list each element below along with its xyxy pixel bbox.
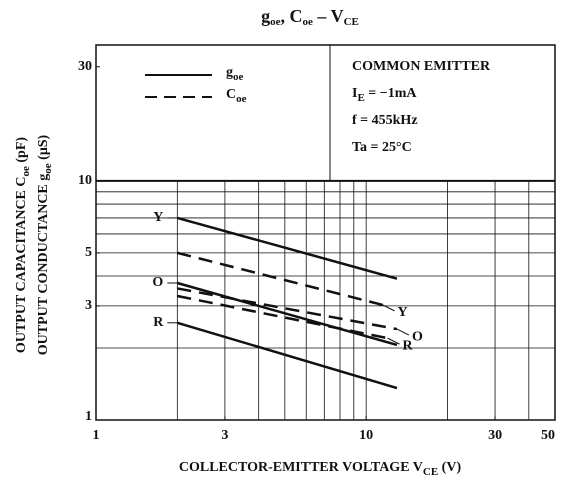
series-label: O bbox=[152, 275, 163, 290]
text-part: oe bbox=[233, 71, 244, 83]
y-axis-label: OUTPUT CONDUCTANCE goe (μS) bbox=[36, 134, 53, 355]
series-line bbox=[176, 321, 398, 390]
text-part: CE bbox=[423, 466, 438, 478]
y-tick-label: 30 bbox=[78, 59, 92, 74]
x-tick-label: 10 bbox=[359, 428, 373, 443]
text-part: OUTPUT CONDUCTANCE g bbox=[36, 174, 51, 356]
x-tick-label: 3 bbox=[221, 428, 228, 443]
text-part: f = 455kHz bbox=[352, 113, 418, 128]
text-part: COMMON EMITTER bbox=[352, 59, 491, 74]
text-part: (μS) bbox=[36, 134, 51, 163]
series-line bbox=[176, 281, 398, 347]
y-tick-label: 1 bbox=[85, 409, 92, 424]
series-label: R bbox=[403, 338, 414, 353]
label-leader bbox=[396, 328, 410, 336]
text-part: oe bbox=[270, 16, 281, 28]
text-part: Ta = 25°C bbox=[352, 140, 412, 155]
x-tick-label: 1 bbox=[93, 428, 100, 443]
text-part: g bbox=[261, 6, 270, 26]
series-label: Y bbox=[153, 210, 163, 225]
text-part: I bbox=[352, 86, 357, 101]
x-tick-label: 30 bbox=[488, 428, 502, 443]
text-part: oe bbox=[236, 93, 247, 105]
text-part: (pF) bbox=[14, 137, 29, 167]
text-part: C bbox=[226, 87, 236, 102]
text-part: , C bbox=[281, 6, 303, 26]
text-part: CE bbox=[344, 16, 359, 28]
series-line bbox=[177, 287, 398, 331]
legend-label: goe bbox=[226, 65, 244, 82]
text-part: oe bbox=[20, 166, 32, 177]
text-part: = −1mA bbox=[365, 86, 418, 101]
y-tick-label: 5 bbox=[85, 245, 92, 260]
y-axis-label: OUTPUT CAPACITANCE Coe (pF) bbox=[14, 137, 31, 353]
series-line bbox=[177, 294, 388, 340]
chart-title: goe, Coe – VCE bbox=[261, 6, 359, 27]
label-leader bbox=[382, 304, 395, 312]
condition-text: f = 455kHz bbox=[352, 113, 418, 128]
x-tick-label: 50 bbox=[541, 428, 555, 443]
text-part: OUTPUT CAPACITANCE C bbox=[14, 176, 29, 353]
condition-text: IE = −1mA bbox=[352, 86, 417, 103]
series-label: O bbox=[412, 329, 423, 344]
text-part: COLLECTOR-EMITTER VOLTAGE V bbox=[179, 460, 423, 475]
text-part: oe bbox=[42, 163, 54, 174]
series-label: R bbox=[153, 315, 164, 330]
series-line bbox=[176, 216, 398, 280]
series-label: Y bbox=[398, 305, 408, 320]
legend-label: Coe bbox=[226, 87, 247, 104]
text-part: – V bbox=[313, 6, 344, 26]
text-part: oe bbox=[303, 16, 314, 28]
x-axis-label: COLLECTOR-EMITTER VOLTAGE VCE (V) bbox=[179, 460, 462, 477]
y-tick-label: 3 bbox=[85, 298, 92, 313]
condition-text: Ta = 25°C bbox=[352, 140, 412, 155]
plot-frame bbox=[95, 44, 556, 421]
text-part: (V) bbox=[438, 460, 461, 475]
series-line bbox=[177, 251, 383, 307]
text-part: E bbox=[357, 92, 364, 104]
label-leader bbox=[387, 337, 400, 345]
condition-text: COMMON EMITTER bbox=[352, 59, 491, 74]
text-part: g bbox=[226, 65, 233, 80]
y-tick-label: 10 bbox=[78, 173, 92, 188]
